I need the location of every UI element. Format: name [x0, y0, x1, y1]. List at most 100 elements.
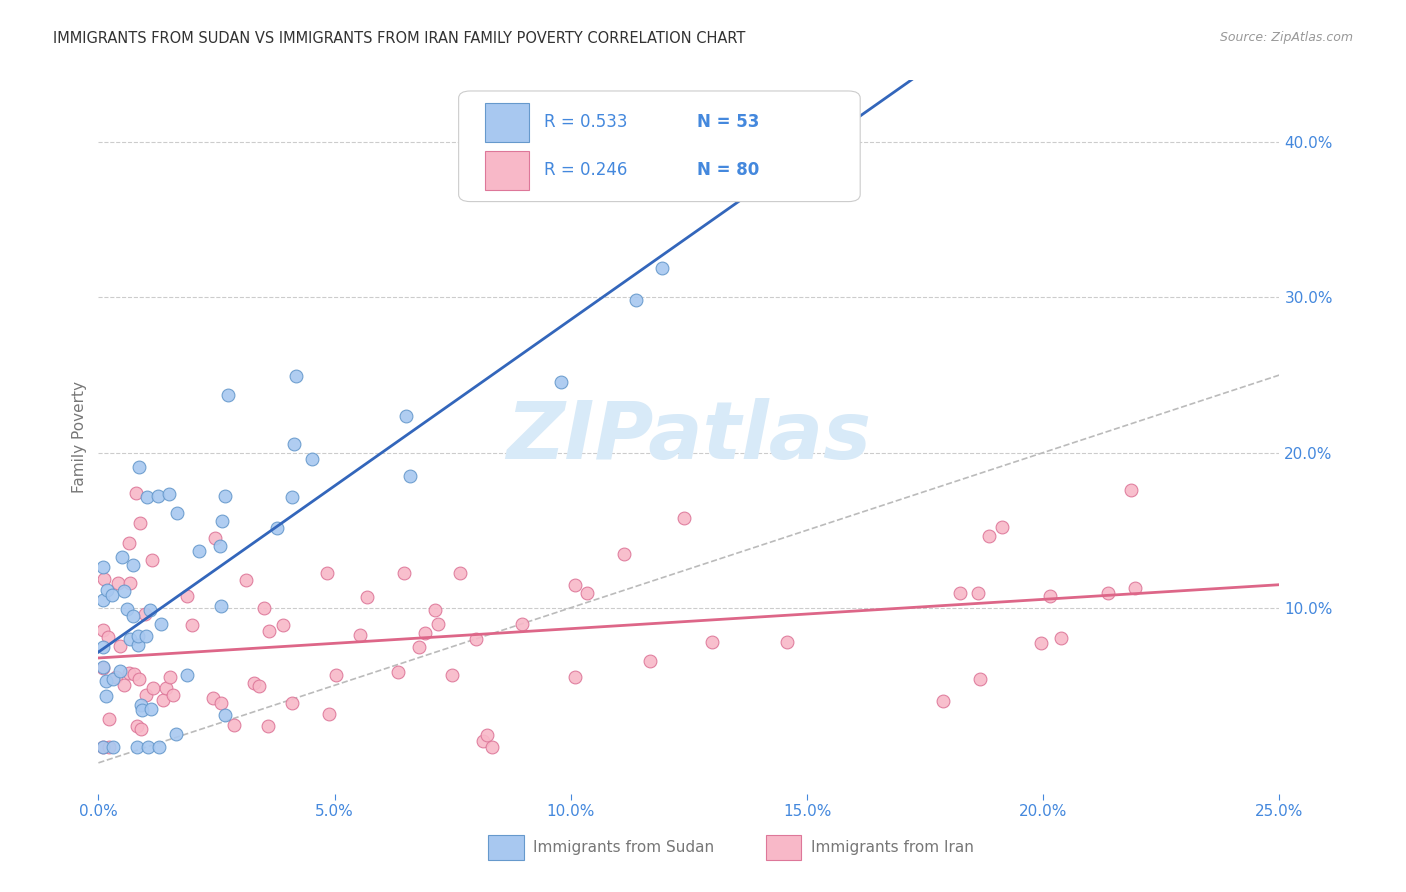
Point: [155, 681, 177, 695]
Point: [129, 723, 152, 737]
Point: [626, 293, 648, 307]
Point: [285, 368, 308, 383]
Point: [271, 618, 294, 632]
FancyBboxPatch shape: [458, 91, 860, 202]
Point: [94, 674, 117, 689]
Point: [512, 617, 534, 632]
Point: [356, 590, 378, 604]
Point: [413, 625, 436, 640]
Point: [136, 740, 159, 755]
Point: [91, 593, 114, 607]
Point: [125, 486, 148, 500]
Point: [176, 589, 198, 603]
Point: [139, 603, 162, 617]
Point: [176, 668, 198, 682]
Point: [243, 676, 266, 690]
Point: [564, 578, 586, 592]
Point: [139, 701, 162, 715]
Point: [211, 514, 233, 528]
Point: [208, 539, 231, 553]
Point: [318, 707, 340, 722]
Point: [209, 696, 232, 710]
Point: [214, 707, 236, 722]
Point: [101, 588, 124, 602]
Text: IMMIGRANTS FROM SUDAN VS IMMIGRANTS FROM IRAN FAMILY POVERTY CORRELATION CHART: IMMIGRANTS FROM SUDAN VS IMMIGRANTS FROM…: [53, 31, 745, 46]
Point: [977, 529, 1000, 543]
Point: [427, 616, 450, 631]
Point: [550, 376, 572, 390]
Point: [134, 607, 156, 621]
Point: [107, 576, 129, 591]
Point: [150, 617, 173, 632]
Point: [1039, 589, 1062, 603]
Point: [181, 618, 204, 632]
Point: [283, 437, 305, 451]
Point: [146, 489, 169, 503]
Point: [932, 694, 955, 708]
Point: [91, 740, 114, 755]
Bar: [488, 835, 523, 860]
Point: [165, 727, 187, 741]
Point: [136, 490, 159, 504]
Point: [128, 460, 150, 475]
Text: Immigrants from Sudan: Immigrants from Sudan: [533, 840, 714, 855]
Point: [103, 673, 125, 687]
Point: [141, 553, 163, 567]
Point: [127, 740, 149, 755]
Point: [449, 566, 471, 580]
Point: [969, 672, 991, 686]
Point: [564, 670, 586, 684]
Point: [166, 506, 188, 520]
Point: [638, 654, 661, 668]
Point: [115, 602, 138, 616]
Point: [91, 559, 114, 574]
Point: [423, 603, 446, 617]
Point: [775, 635, 797, 649]
Bar: [485, 151, 530, 190]
Point: [392, 566, 415, 580]
Point: [187, 544, 209, 558]
Point: [142, 681, 165, 695]
Text: Source: ZipAtlas.com: Source: ZipAtlas.com: [1219, 31, 1353, 45]
Point: [209, 599, 232, 613]
Point: [104, 669, 127, 683]
Text: R = 0.533: R = 0.533: [544, 113, 627, 131]
Point: [125, 719, 148, 733]
Point: [91, 740, 114, 755]
Point: [101, 740, 124, 755]
Text: R = 0.246: R = 0.246: [544, 161, 627, 179]
Point: [148, 740, 170, 755]
Text: ZIPatlas: ZIPatlas: [506, 398, 872, 476]
Point: [247, 679, 270, 693]
Text: Immigrants from Iran: Immigrants from Iran: [811, 840, 973, 855]
Point: [118, 576, 141, 591]
Point: [94, 689, 117, 703]
Point: [477, 728, 499, 742]
Point: [301, 452, 323, 467]
Point: [110, 664, 132, 678]
Point: [316, 566, 339, 581]
Point: [93, 572, 115, 586]
Point: [202, 691, 225, 706]
Point: [157, 487, 180, 501]
Point: [387, 665, 409, 679]
Point: [91, 661, 114, 675]
Point: [325, 667, 347, 681]
Point: [135, 629, 157, 643]
Point: [98, 740, 121, 755]
Point: [120, 632, 142, 646]
Text: N = 80: N = 80: [697, 161, 759, 179]
Point: [613, 547, 636, 561]
Point: [127, 629, 149, 643]
Point: [235, 574, 257, 588]
Point: [1049, 632, 1071, 646]
Point: [349, 628, 371, 642]
Point: [91, 659, 114, 673]
Point: [481, 740, 503, 755]
Bar: [766, 835, 801, 860]
Point: [217, 387, 239, 401]
Point: [131, 703, 153, 717]
Point: [91, 640, 114, 655]
Bar: [485, 103, 530, 142]
Point: [465, 632, 488, 646]
